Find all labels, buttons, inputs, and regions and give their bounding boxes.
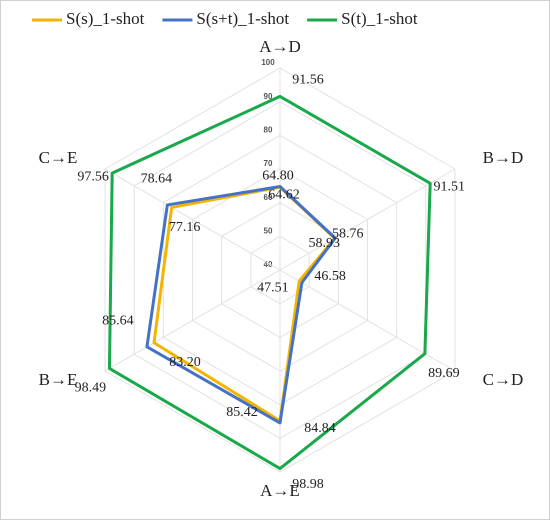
category-label: B→E — [39, 370, 78, 389]
data-label: 47.51 — [257, 280, 289, 295]
r-tick-label: 40 — [264, 260, 273, 269]
category-label: B→D — [483, 148, 524, 167]
data-label: 77.16 — [169, 220, 201, 235]
data-label: 85.64 — [102, 313, 134, 328]
data-label: 91.51 — [433, 180, 465, 195]
category-label: C→D — [483, 370, 524, 389]
data-label: 83.20 — [169, 355, 201, 370]
data-label: 46.58 — [314, 269, 346, 284]
r-tick-label: 90 — [264, 92, 273, 101]
series-line — [145, 185, 337, 425]
r-tick-label: 80 — [264, 125, 273, 134]
data-label: 98.98 — [292, 477, 324, 492]
category-label: A→E — [260, 481, 300, 500]
data-label: 78.64 — [141, 172, 173, 187]
data-label: 89.69 — [428, 366, 460, 381]
data-label: 58.76 — [332, 227, 364, 242]
legend-label: S(s+t)_1-shot — [196, 9, 289, 28]
spoke — [104, 168, 281, 271]
legend-label: S(s)_1-shot — [66, 9, 145, 28]
category-label: C→E — [39, 148, 78, 167]
data-label: 58.93 — [308, 236, 340, 251]
r-tick-label: 70 — [264, 159, 273, 168]
data-label: 64.80 — [262, 169, 294, 184]
data-label: 98.49 — [75, 381, 107, 396]
data-label: 84.84 — [304, 421, 336, 436]
spoke — [279, 168, 456, 271]
r-tick-label: 50 — [264, 226, 273, 235]
r-tick-label: 60 — [264, 193, 273, 202]
r-tick-label: 100 — [261, 58, 275, 67]
data-label: 97.56 — [77, 169, 109, 184]
legend-label: S(t)_1-shot — [341, 9, 418, 28]
spoke — [104, 269, 281, 372]
data-label: 64.62 — [268, 187, 300, 202]
data-label: 85.42 — [226, 405, 258, 420]
series-line — [107, 94, 432, 471]
category-label: A→D — [259, 37, 301, 56]
data-label: 91.56 — [292, 73, 324, 88]
